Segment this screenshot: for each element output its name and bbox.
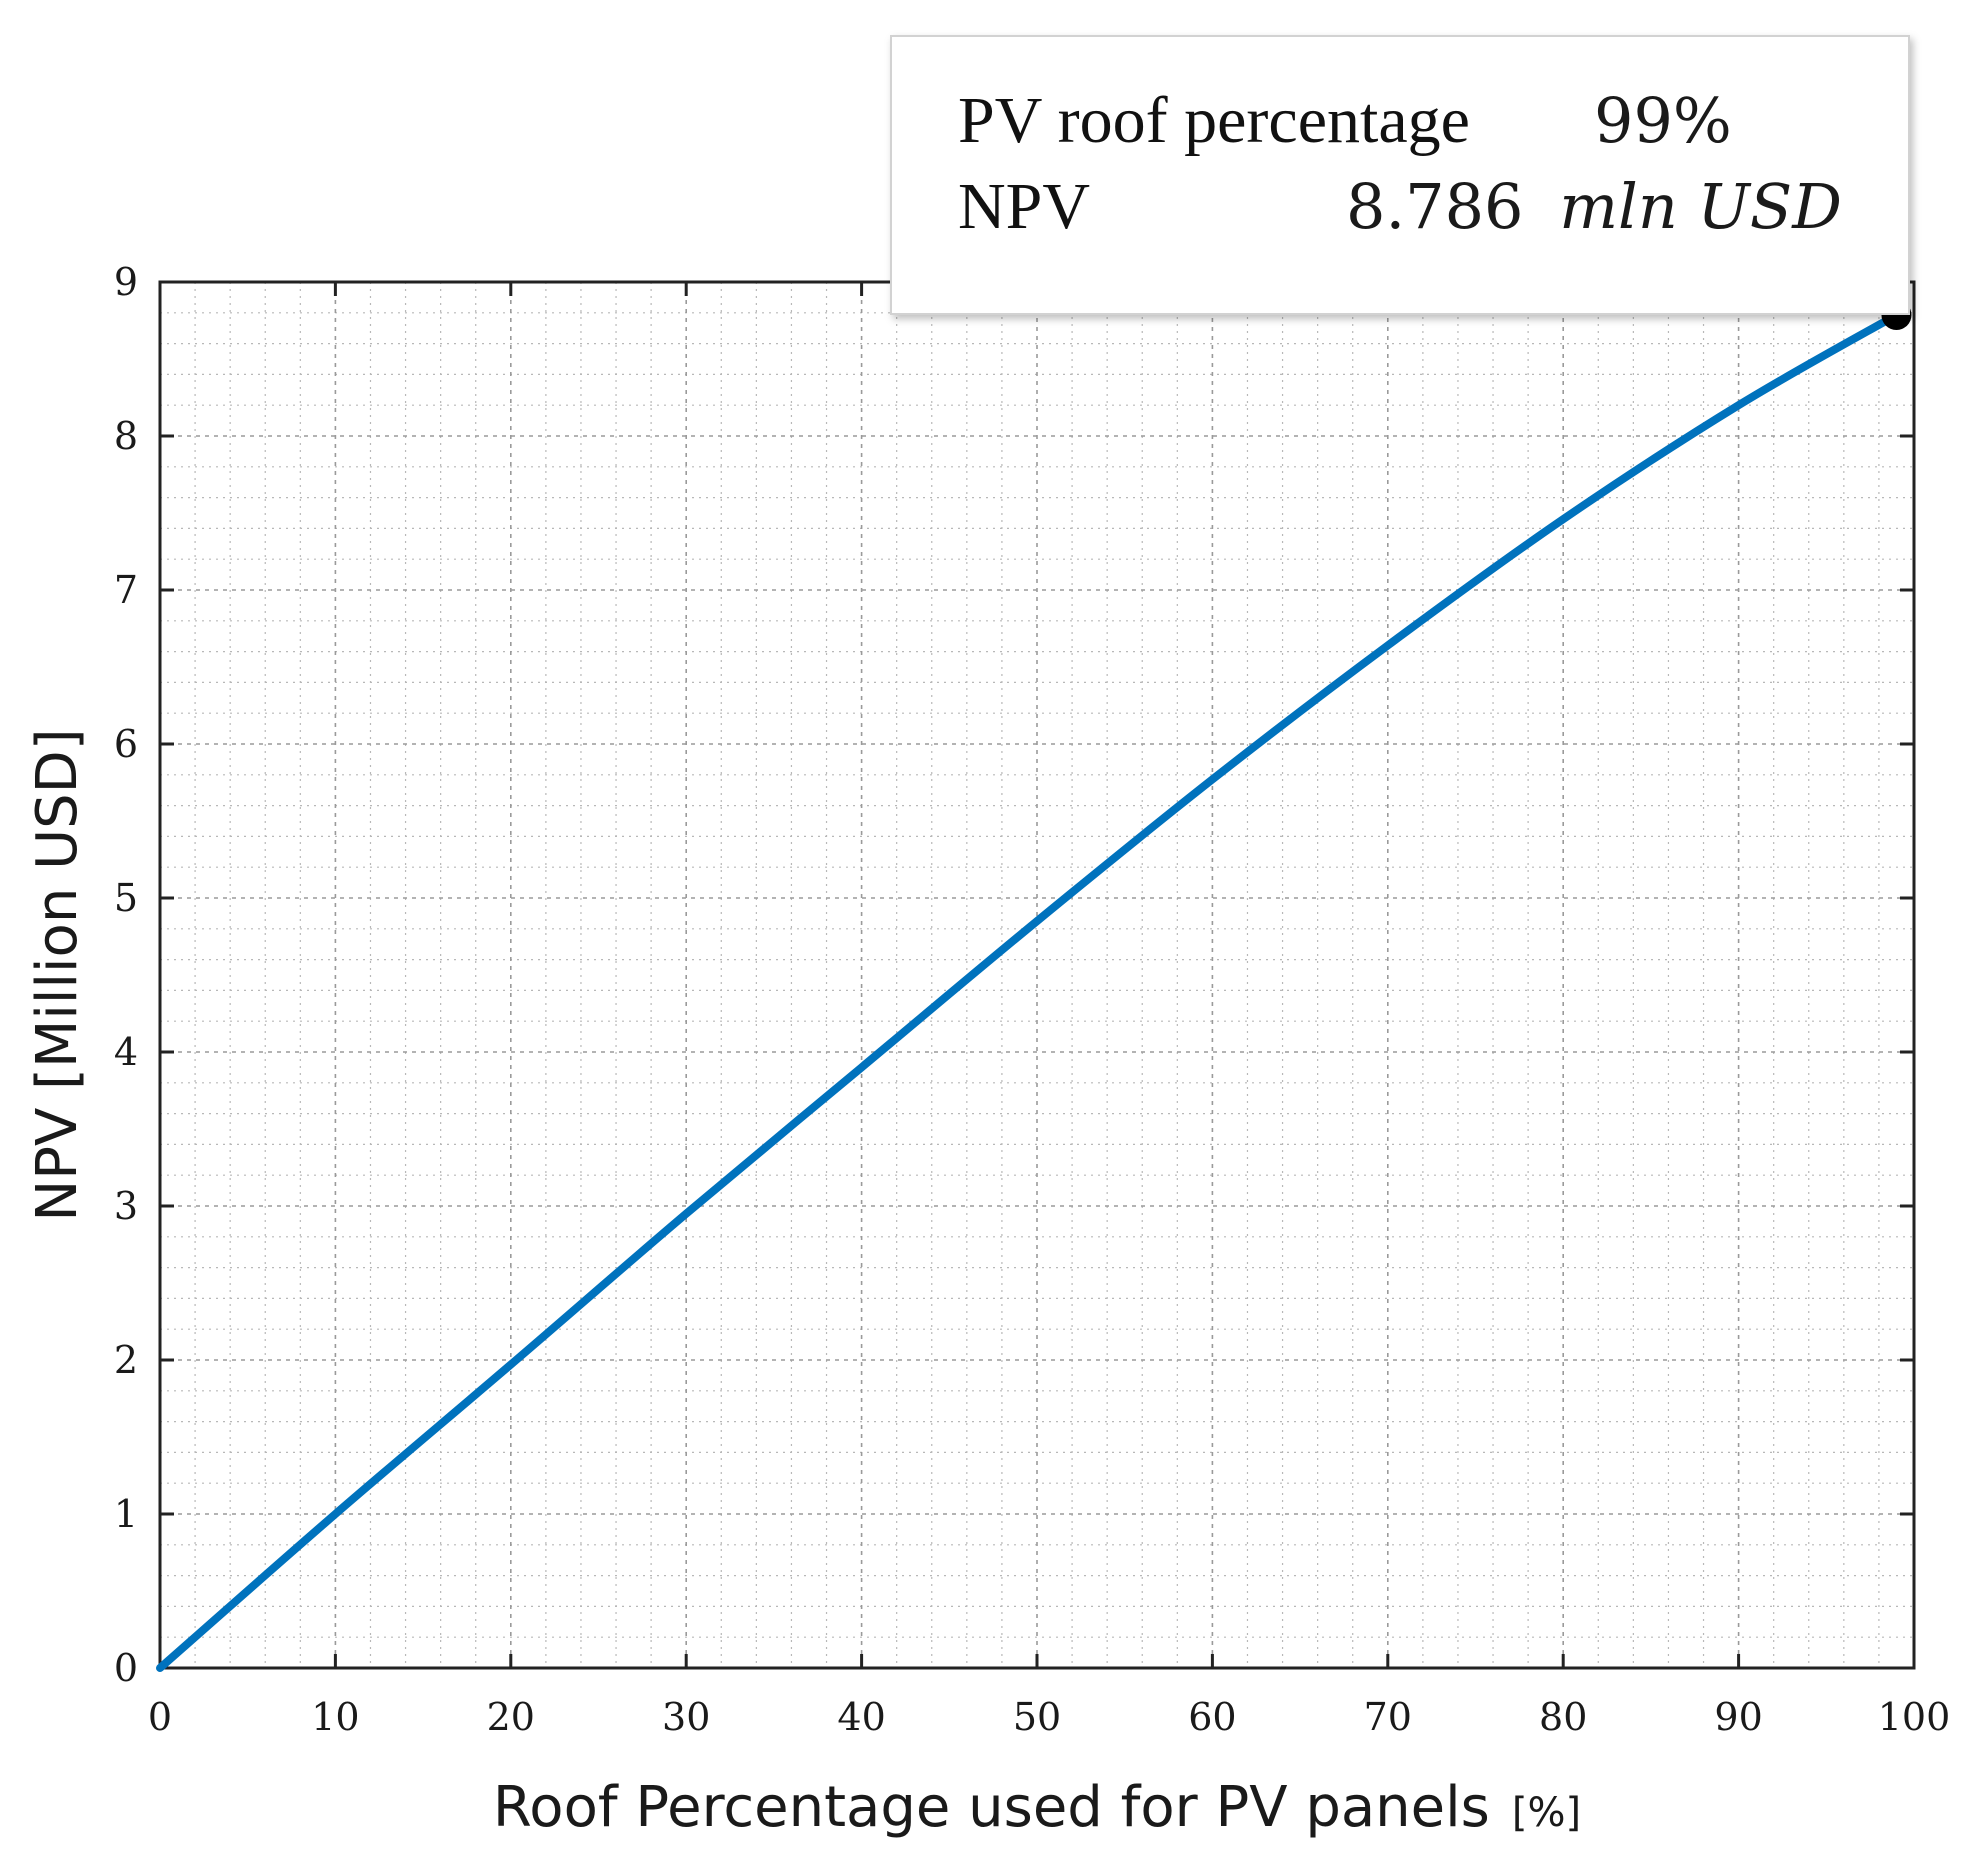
y-tick-label: 2 xyxy=(114,1338,138,1382)
x-tick-label: 70 xyxy=(1364,1695,1412,1739)
datatip-label-roof-percentage: PV roof percentage xyxy=(958,84,1470,157)
y-tick-label: 1 xyxy=(114,1492,138,1536)
x-tick-label: 60 xyxy=(1188,1695,1236,1739)
y-tick-label: 3 xyxy=(114,1184,138,1228)
x-tick-label: 30 xyxy=(662,1695,710,1739)
x-tick-label: 40 xyxy=(837,1695,885,1739)
x-tick-labels: 0 10 20 30 40 50 60 70 80 90 100 xyxy=(148,1695,1950,1739)
datatip[interactable]: PV roof percentage 99% NPV 8.786 mln USD xyxy=(890,35,1910,315)
y-axis-label: NPV [Million USD] xyxy=(25,728,90,1221)
x-tick-label: 20 xyxy=(487,1695,535,1739)
x-axis-title: Roof Percentage used for PV panels xyxy=(493,1775,1490,1840)
x-tick-label: 90 xyxy=(1714,1695,1762,1739)
y-tick-labels: 0 1 2 3 4 5 6 7 8 9 xyxy=(114,260,138,1690)
npv-series-line xyxy=(156,311,1901,1672)
y-tick-label: 6 xyxy=(114,722,138,766)
x-axis-label: Roof Percentage used for PV panels [%] xyxy=(493,1775,1581,1840)
x-axis-unit: [%] xyxy=(1512,1790,1581,1836)
datatip-label-npv: NPV xyxy=(958,170,1090,243)
x-tick-label: 10 xyxy=(311,1695,359,1739)
grid xyxy=(159,281,1915,1669)
x-tick-label: 50 xyxy=(1013,1695,1061,1739)
x-tick-label: 0 xyxy=(148,1695,172,1739)
datatip-box xyxy=(890,35,1910,315)
x-tick-label: 100 xyxy=(1878,1695,1951,1739)
y-tick-label: 4 xyxy=(114,1030,138,1074)
datatip-npv-unit: mln USD xyxy=(1559,170,1842,243)
y-tick-label: 0 xyxy=(114,1646,138,1690)
datatip-value-roof-percentage: 99% xyxy=(1594,84,1732,157)
datatip-value-npv: 8.786 mln USD xyxy=(1346,170,1842,243)
y-tick-label: 8 xyxy=(114,414,138,458)
x-tick-label: 80 xyxy=(1539,1695,1587,1739)
datatip-npv-number: 8.786 xyxy=(1346,170,1524,243)
y-tick-label: 7 xyxy=(114,568,138,612)
y-tick-label: 9 xyxy=(114,260,138,304)
y-tick-label: 5 xyxy=(114,876,138,920)
